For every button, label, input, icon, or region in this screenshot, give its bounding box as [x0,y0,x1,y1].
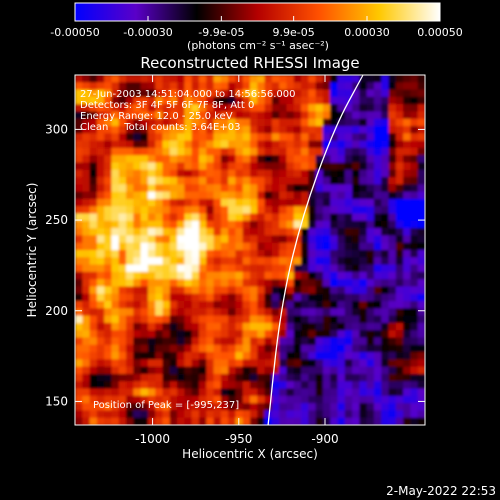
footer-timestamp: 2-May-2022 22:53 [386,484,496,498]
colorbar-tick-label: 0.00050 [417,26,463,39]
y-tick-label: 250 [45,213,68,227]
peak-position-label: Position of Peak = [-995,237] [93,400,239,411]
colorbar-tick-label: -9.9e-05 [198,26,244,39]
plot-area [75,75,425,425]
annotation-detectors: Detectors: 3F 4F 5F 6F 7F 8F, Att 0 [80,100,254,111]
y-axis-label: Heliocentric Y (arcsec) [25,183,39,318]
annotation-total-counts: Clean Total counts: 3.64E+03 [80,122,240,133]
colorbar-ticks: -0.00050 -0.00030 -9.9e-05 9.9e-05 0.00030 0.… [50,16,463,39]
heatmap-image [75,75,425,425]
x-tick-label: -900 [311,432,338,446]
solar-limb-line [267,75,364,425]
plot-frame [74,74,426,426]
chart-title: Reconstructed RHESSI Image [140,54,359,72]
annotation-time-range: 27-Jun-2003 14:51:04.000 to 14:56:56.000 [80,89,296,100]
annotation-energy-range: Energy Range: 12.0 - 25.0 keV [80,111,233,122]
annotation-block: 27-Jun-2003 14:51:04.000 to 14:56:56.000… [80,89,296,133]
colorbar [74,2,441,22]
y-tick-label: 150 [45,394,68,408]
x-tick-label: -950 [225,432,252,446]
y-tick-label: 200 [45,304,68,318]
y-tick-label: 300 [45,122,68,136]
axis-ticks: -1000 -950 -900 150 200 250 300 [45,75,425,446]
x-tick-label: -1000 [135,432,170,446]
colorbar-tick-label: 0.00030 [344,26,390,39]
colorbar-units-label: (photons cm⁻² s⁻¹ asec⁻²) [187,39,329,52]
colorbar-tick-label: -0.00030 [123,26,172,39]
colorbar-tick-label: 9.9e-05 [273,26,315,39]
x-axis-label: Heliocentric X (arcsec) [182,447,318,461]
colorbar-tick-label: -0.00050 [50,26,99,39]
